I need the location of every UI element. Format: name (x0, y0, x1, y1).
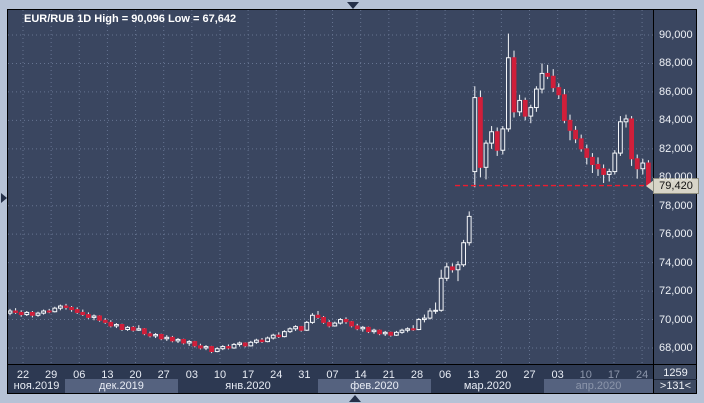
date-tick-label: 03 (185, 369, 198, 381)
chart-plot-background (8, 10, 653, 364)
date-tick-label: 21 (382, 369, 395, 381)
last-price-tag: 79,420 (653, 177, 699, 194)
date-tick-label: 24 (635, 369, 649, 381)
date-tick-label: 22 (16, 369, 30, 381)
date-tick-label: 06 (73, 369, 86, 381)
date-tick-label: 27 (157, 369, 170, 381)
grid (8, 10, 653, 364)
price-axis-label: 68,000 (659, 341, 693, 354)
month-band (8, 379, 65, 393)
date-tick-label: 03 (551, 369, 564, 381)
month-label: фев.2020 (350, 380, 399, 392)
border-bottom (8, 393, 697, 394)
price-axis-label: 74,000 (659, 256, 693, 269)
date-tick-label: 29 (45, 369, 58, 381)
price-axis-label: 72,000 (659, 285, 693, 298)
month-label: апр.2020 (575, 380, 622, 392)
date-tick-label: 13 (101, 369, 114, 381)
date-tick-label: 07 (326, 369, 339, 381)
date-tick-label: 14 (354, 369, 367, 381)
chart-title: EUR/RUB 1D High = 90,096 Low = 67,642 (24, 13, 237, 25)
date-tick-label: 13 (467, 369, 480, 381)
bottom-splitter-arrow-icon[interactable] (349, 395, 361, 402)
price-axis-label: 90,000 (659, 29, 693, 41)
border-left (7, 9, 8, 394)
month-band (318, 379, 431, 393)
price-axis-label: 86,000 (659, 85, 693, 98)
month-band (431, 379, 544, 393)
month-label: янв.2020 (225, 380, 271, 392)
price-axis-label: 84,000 (659, 114, 693, 127)
date-tick-label: 28 (410, 369, 424, 381)
month-label: ноя.2019 (13, 380, 60, 392)
date-tick-label: 24 (270, 369, 283, 381)
month-band (65, 379, 178, 393)
date-tick-label: 10 (213, 369, 227, 381)
candlestick-chart[interactable] (8, 10, 653, 364)
date-tick-label: 17 (607, 369, 621, 381)
border-right (696, 9, 697, 394)
price-axis-label: 78,000 (659, 199, 693, 212)
price-axis-label: 76,000 (659, 228, 693, 241)
border-top (7, 9, 697, 10)
price-axis-label: 88,000 (659, 57, 693, 70)
left-splitter-arrow-icon[interactable] (1, 193, 7, 203)
month-label: мар.2020 (463, 380, 512, 392)
date-tick-label: 31 (298, 369, 311, 381)
last-price-tag-arrow-icon (646, 179, 654, 192)
month-band (178, 379, 318, 393)
month-band (544, 379, 653, 393)
candles (8, 33, 651, 354)
date-tick-label: 17 (241, 369, 255, 381)
bars-count: 1259 (663, 367, 688, 379)
date-tick-label: 20 (129, 369, 142, 381)
top-splitter-arrow-icon[interactable] (347, 2, 359, 9)
counter-cell-divider (654, 379, 697, 380)
axis-separator-vertical (653, 10, 654, 393)
price-axis-label: 80,000 (659, 171, 693, 184)
cursor-position-counter: >131< (659, 380, 692, 392)
date-tick-label: 27 (523, 369, 536, 381)
month-label: дек.2019 (99, 380, 144, 392)
price-axis-label: 70,000 (659, 313, 693, 326)
axis-separator-horizontal (8, 364, 697, 365)
date-tick-label: 06 (438, 369, 452, 381)
price-axis-label: 82,000 (659, 142, 693, 155)
date-tick-label: 10 (579, 369, 592, 381)
date-tick-label: 20 (495, 369, 508, 381)
